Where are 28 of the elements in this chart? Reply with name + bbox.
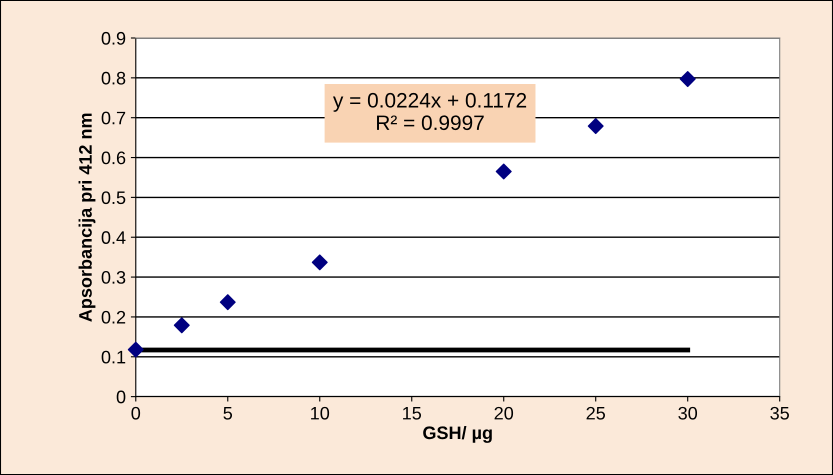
y-tick-label: 0.9 (102, 32, 126, 45)
x-tick-label: 30 (678, 406, 698, 420)
point (312, 254, 328, 270)
y-tick-label: 0.6 (102, 151, 126, 164)
point (496, 164, 512, 180)
y-tick-label: 0.4 (102, 231, 126, 244)
y-tick-label: 0.2 (102, 310, 126, 324)
y-tick-label: 0.1 (102, 350, 126, 364)
annotation: y = 0.0224x + 0.1172 R² = 0.9997 (332, 92, 526, 130)
y-tick-label: 0.5 (102, 191, 126, 204)
x-tick-label: 25 (586, 406, 605, 420)
point (588, 118, 604, 134)
point (680, 71, 696, 88)
x-tick-label: 35 (770, 406, 789, 420)
y-tick-label: 0.3 (102, 271, 126, 284)
x-tick-label: 5 (223, 407, 232, 420)
y-axis-title: Apsorbancija pri 412 nm (78, 114, 96, 322)
x-tick-label: 15 (403, 407, 422, 420)
y-tick-label: 0 (116, 390, 126, 404)
x-tick-label: 0 (131, 406, 140, 420)
point (128, 342, 144, 358)
x-tick-label: 10 (311, 406, 330, 420)
y-tick-label: 0.7 (102, 112, 126, 124)
point (220, 294, 236, 310)
x-tick-label: 20 (494, 406, 514, 420)
x-axis-title: GSH/ µg (423, 426, 492, 443)
y-tick-label: 0.8 (102, 72, 126, 85)
point (174, 317, 190, 334)
